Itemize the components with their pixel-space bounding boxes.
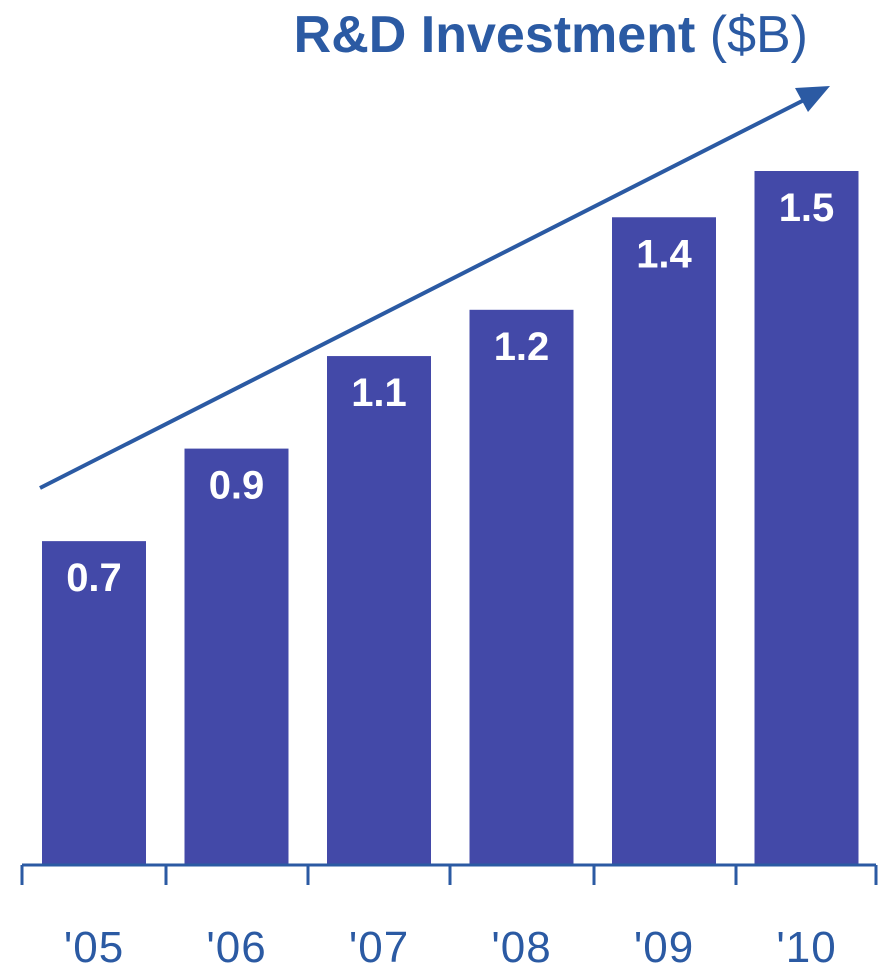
x-tick-label-3: '08 (491, 923, 551, 970)
bar-5 (754, 171, 859, 865)
bar-1 (184, 448, 289, 865)
bar-2 (327, 356, 431, 865)
bar-value-label-3: 1.2 (494, 325, 550, 369)
x-tick-label-0: '05 (64, 923, 124, 970)
x-tick-label-2: '07 (349, 923, 409, 970)
trend-arrow-shaft (39, 96, 809, 490)
bar-value-label-0: 0.7 (66, 556, 122, 600)
bars-group: 0.7 0.9 1.1 1.2 1.4 1.5 (42, 171, 859, 865)
bar-value-label-1: 0.9 (209, 464, 265, 508)
chart-title-unit: ($B) (709, 6, 808, 64)
bar-value-label-4: 1.4 (636, 232, 692, 276)
bar-0 (42, 541, 146, 865)
chart-title: R&D Investment ($B) (0, 4, 878, 66)
bar-value-label-5: 1.5 (779, 186, 835, 230)
x-tick-label-5: '10 (776, 923, 836, 970)
bar-value-label-2: 1.1 (351, 371, 407, 415)
x-axis: '05 '06 '07 '08 '09 '10 (20, 863, 878, 970)
bar-4 (612, 217, 716, 865)
x-tick-label-4: '09 (634, 923, 694, 970)
trend-arrow (39, 86, 830, 490)
bar-3 (469, 309, 574, 865)
chart-title-main: R&D Investment (293, 6, 696, 64)
x-tick-label-1: '06 (206, 923, 266, 970)
trend-arrow-head-icon (795, 86, 830, 112)
